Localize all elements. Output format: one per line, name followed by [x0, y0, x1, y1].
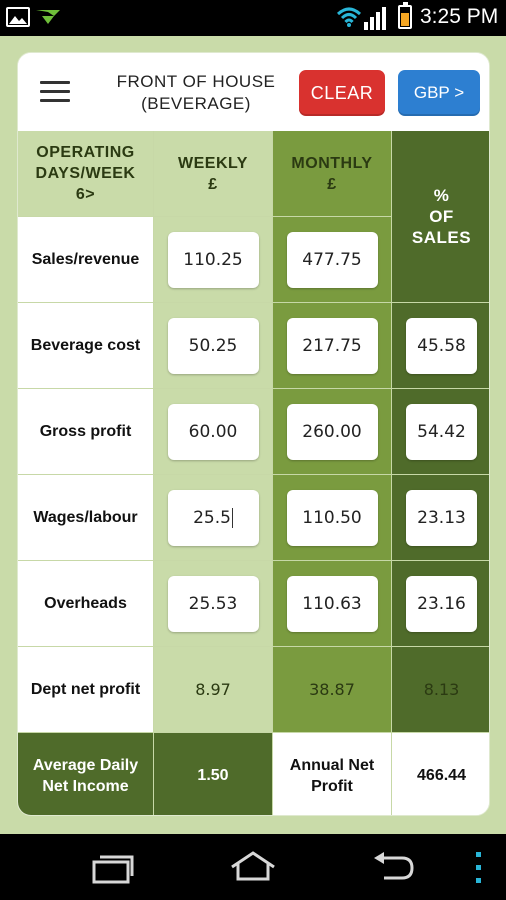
percent-column-header: % OF SALES: [392, 131, 489, 303]
gallery-icon: [6, 7, 30, 27]
status-bar: 3:25 PM: [0, 0, 506, 36]
net-profit-percent-value: 8.13: [392, 647, 489, 733]
avg-daily-net-income-value: 1.50: [154, 733, 273, 815]
weekly-net-profit-value: 8.97: [154, 647, 273, 733]
weekly-wages-input[interactable]: 25.5: [167, 489, 259, 546]
row-label: Beverage cost: [18, 303, 154, 389]
weekly-beverage-cost-input[interactable]: 50.25: [167, 317, 259, 374]
beverage-cost-percent-input[interactable]: 45.58: [406, 317, 477, 374]
gross-profit-percent-input[interactable]: 54.42: [406, 403, 477, 460]
annual-net-profit-value: 466.44: [392, 733, 489, 815]
wages-percent-input[interactable]: 23.13: [406, 489, 477, 546]
monthly-wages-input[interactable]: 110.50: [286, 489, 378, 546]
overflow-menu-icon[interactable]: [476, 852, 482, 884]
monthly-gross-profit-input[interactable]: 260.00: [286, 403, 378, 460]
clock: 3:25 PM: [420, 5, 499, 28]
avg-daily-net-income-label: Average Daily Net Income: [18, 733, 154, 815]
monthly-net-profit-value: 38.87: [273, 647, 392, 733]
menu-icon[interactable]: [40, 81, 70, 105]
monthly-overheads-input[interactable]: 110.63: [286, 575, 378, 632]
system-nav-bar: [0, 834, 506, 900]
home-icon[interactable]: [228, 850, 278, 882]
weekly-overheads-input[interactable]: 25.53: [167, 575, 259, 632]
currency-button[interactable]: GBP >: [398, 70, 480, 116]
app-header: FRONT OF HOUSE (BEVERAGE) CLEAR GBP >: [18, 53, 489, 131]
monthly-beverage-cost-input[interactable]: 217.75: [286, 317, 378, 374]
download-icon: [36, 10, 60, 24]
overheads-percent-input[interactable]: 23.16: [406, 575, 477, 632]
recent-apps-icon[interactable]: [92, 854, 134, 884]
row-label: Overheads: [18, 561, 154, 647]
page-title: FRONT OF HOUSE (BEVERAGE): [116, 72, 276, 113]
clear-button[interactable]: CLEAR: [299, 70, 385, 116]
weekly-gross-profit-input[interactable]: 60.00: [167, 403, 259, 460]
monthly-sales-input[interactable]: 477.75: [286, 231, 378, 288]
annual-net-profit-label: Annual Net Profit: [273, 733, 392, 815]
weekly-column-header: WEEKLY £: [154, 131, 273, 217]
row-label: Wages/labour: [18, 475, 154, 561]
calculator-card: FRONT OF HOUSE (BEVERAGE) CLEAR GBP > OP…: [17, 52, 490, 816]
back-icon[interactable]: [370, 852, 416, 882]
battery-icon: [398, 2, 412, 29]
row-label: Gross profit: [18, 389, 154, 475]
row-label: Dept net profit: [18, 647, 154, 733]
text-cursor: [231, 507, 233, 528]
signal-icon: [364, 7, 386, 30]
monthly-column-header: MONTHLY £: [273, 131, 392, 217]
weekly-sales-input[interactable]: 110.25: [167, 231, 259, 288]
row-label: Sales/revenue: [18, 217, 154, 303]
wifi-icon: [336, 7, 362, 27]
operating-days-selector[interactable]: OPERATING DAYS/WEEK 6>: [18, 131, 154, 217]
